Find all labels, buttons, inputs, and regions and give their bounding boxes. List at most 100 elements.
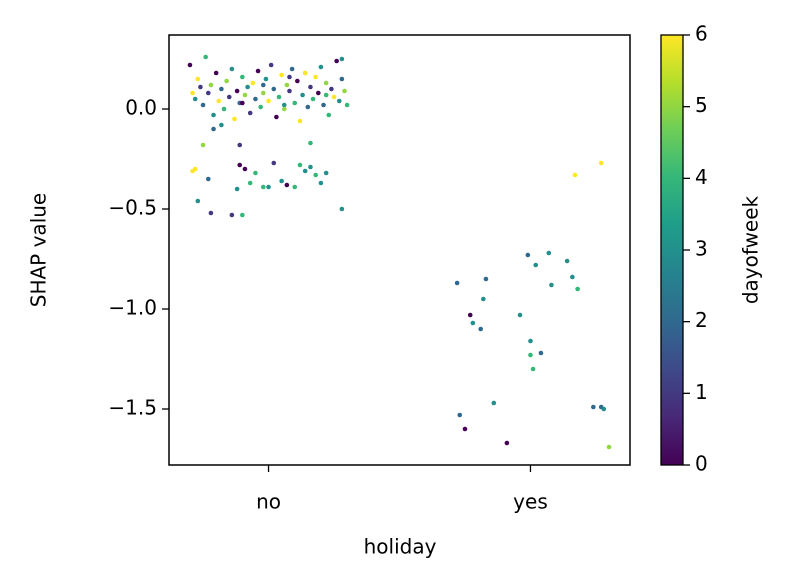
point — [292, 100, 298, 106]
point — [279, 72, 284, 78]
point — [260, 184, 266, 190]
point — [192, 166, 198, 172]
point — [232, 116, 237, 122]
point — [326, 112, 332, 118]
point — [247, 180, 253, 186]
point — [192, 96, 198, 102]
point — [240, 100, 245, 106]
point — [564, 258, 570, 264]
point — [528, 352, 533, 358]
point — [344, 102, 350, 108]
point — [339, 206, 345, 212]
point — [308, 140, 313, 146]
point — [289, 66, 295, 72]
point — [266, 184, 271, 190]
point — [308, 164, 313, 170]
point — [242, 166, 248, 172]
x-tick-label: no — [256, 490, 281, 514]
colorbar-tick-label: 0 — [695, 452, 708, 476]
point — [481, 296, 486, 302]
colorbar-tick-label: 4 — [695, 165, 708, 189]
point — [190, 90, 195, 96]
point — [205, 176, 211, 182]
point — [313, 74, 318, 80]
point — [598, 160, 604, 166]
point — [530, 366, 536, 372]
point — [336, 98, 342, 104]
point — [258, 104, 263, 110]
point — [538, 350, 544, 356]
point — [205, 90, 211, 96]
point — [339, 76, 345, 82]
point — [229, 212, 235, 218]
point — [295, 78, 300, 84]
point — [200, 102, 206, 108]
point — [263, 76, 269, 82]
point — [575, 286, 580, 292]
point — [245, 84, 250, 90]
colorbar-tick-label: 6 — [695, 22, 708, 46]
point — [229, 66, 235, 72]
colorbar — [660, 34, 684, 466]
point — [491, 400, 497, 406]
point — [302, 70, 308, 76]
point — [546, 250, 552, 256]
point — [276, 94, 282, 100]
point — [470, 320, 476, 326]
point — [237, 142, 243, 148]
point — [266, 98, 271, 104]
point — [504, 440, 510, 446]
point — [268, 62, 274, 68]
point — [467, 312, 473, 318]
point — [287, 74, 292, 80]
point — [302, 168, 308, 174]
x-tick-label: yes — [513, 490, 548, 514]
point — [250, 80, 256, 86]
point — [321, 102, 326, 108]
point — [242, 92, 248, 98]
colorbar-label: dayofweek — [739, 195, 763, 304]
point — [601, 406, 607, 412]
point — [260, 90, 266, 96]
point — [187, 62, 193, 68]
point — [203, 54, 208, 60]
point — [200, 142, 206, 148]
point — [224, 78, 229, 84]
point — [334, 58, 339, 64]
point — [213, 70, 219, 76]
point — [331, 94, 337, 100]
colorbar-tick-label: 2 — [695, 308, 708, 332]
point — [287, 88, 292, 94]
point — [318, 180, 324, 186]
point — [279, 178, 284, 184]
point — [339, 56, 345, 62]
point — [195, 76, 201, 82]
point — [292, 184, 298, 190]
point — [478, 326, 483, 332]
y-tick-label: −1.0 — [108, 296, 157, 320]
point — [216, 98, 222, 104]
point — [255, 68, 261, 74]
point — [457, 412, 463, 418]
point — [342, 88, 347, 94]
colorbar-tick-label: 1 — [695, 380, 708, 404]
point — [219, 122, 224, 128]
point — [240, 74, 245, 80]
point — [271, 160, 277, 166]
point — [247, 110, 253, 116]
point — [572, 172, 578, 178]
point — [483, 276, 489, 282]
point — [525, 252, 531, 258]
point — [305, 104, 311, 110]
point — [237, 162, 243, 168]
point — [284, 82, 290, 88]
point — [274, 114, 279, 120]
point — [198, 84, 203, 90]
point — [240, 212, 245, 218]
point — [316, 90, 321, 96]
point — [323, 92, 329, 98]
point — [260, 82, 266, 88]
point — [226, 94, 232, 100]
point — [570, 274, 575, 280]
